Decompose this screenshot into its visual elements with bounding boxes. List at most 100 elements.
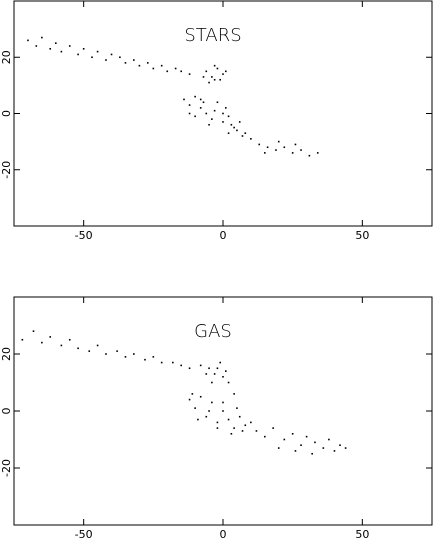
particle (216, 427, 219, 429)
particle (227, 418, 230, 421)
particle (60, 344, 63, 347)
particle (191, 393, 194, 395)
particle (236, 407, 238, 409)
y-tick-label: -20 (0, 161, 13, 179)
particle (124, 356, 127, 358)
particle (213, 373, 216, 375)
particle (208, 367, 210, 370)
particle (224, 70, 227, 73)
particle (202, 76, 205, 78)
particle (277, 140, 280, 143)
particle (216, 101, 219, 104)
particle (344, 447, 347, 449)
particle (236, 129, 238, 132)
particle (188, 104, 191, 106)
particle (88, 350, 91, 352)
particle (183, 98, 185, 101)
particle (49, 48, 52, 50)
particle (188, 112, 191, 115)
particle (96, 344, 99, 347)
particle (197, 418, 199, 421)
particle (205, 112, 208, 115)
particle (188, 73, 191, 75)
particle (238, 121, 241, 123)
particle (216, 421, 219, 424)
panel-title: GAS (194, 321, 232, 342)
particle (238, 415, 241, 418)
particle (211, 118, 213, 120)
particle (68, 338, 71, 341)
particle (314, 441, 316, 444)
particle (305, 435, 308, 438)
particle (116, 350, 118, 352)
particle (199, 107, 202, 109)
particle (230, 123, 233, 126)
particle (224, 107, 227, 109)
particle (110, 53, 113, 56)
particle (244, 424, 247, 427)
particle (222, 112, 224, 115)
particle (219, 361, 222, 364)
particle (202, 101, 205, 104)
particle (294, 143, 297, 146)
particle (119, 56, 121, 59)
particle (227, 381, 230, 384)
particle (82, 48, 85, 50)
panel-title: STARS (184, 25, 241, 46)
particle (180, 364, 182, 367)
particle (222, 410, 224, 412)
particle (328, 438, 330, 441)
particle (105, 353, 107, 355)
particle (233, 427, 235, 429)
particle (105, 59, 107, 61)
particle (300, 444, 302, 446)
particle (188, 367, 191, 370)
particle (32, 330, 35, 332)
particle (199, 98, 202, 101)
particle (194, 95, 196, 98)
particle (194, 115, 196, 118)
particle (227, 115, 230, 118)
particle (230, 433, 233, 435)
particle (264, 435, 266, 438)
particle (174, 67, 177, 70)
particle (188, 398, 191, 401)
y-tick-label: -20 (0, 459, 13, 477)
particle (258, 143, 261, 146)
particle (222, 376, 224, 378)
particle (138, 64, 141, 67)
particle (199, 395, 202, 398)
particle (233, 393, 235, 395)
particle (294, 450, 297, 452)
particle (211, 76, 213, 78)
particle (205, 373, 208, 375)
particle (133, 59, 135, 61)
particle (224, 370, 227, 372)
particle (250, 138, 252, 140)
particle (211, 401, 213, 404)
particle (308, 154, 311, 157)
particle (146, 62, 149, 64)
particle (291, 152, 294, 154)
particle (172, 361, 174, 364)
particle (241, 430, 244, 432)
particle (55, 42, 57, 44)
particle (77, 347, 79, 350)
particle (49, 336, 52, 338)
particle (41, 36, 43, 39)
x-tick-label: -50 (75, 229, 93, 242)
particle (275, 149, 277, 151)
particle (41, 341, 43, 344)
particle (300, 149, 302, 151)
particle (199, 364, 202, 367)
particle (208, 410, 210, 412)
particle (208, 81, 210, 84)
particle (213, 64, 216, 67)
particle (227, 132, 230, 134)
particle (133, 353, 135, 355)
particle (124, 62, 127, 64)
particle (222, 121, 224, 123)
y-tick-label: 0 (0, 408, 13, 415)
particle (264, 152, 266, 154)
